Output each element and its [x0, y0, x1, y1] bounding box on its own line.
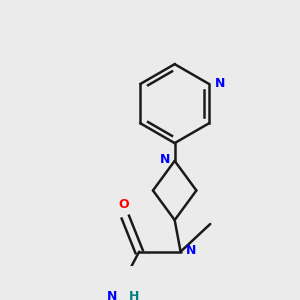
Text: N: N	[185, 244, 196, 257]
Text: N: N	[107, 290, 117, 300]
Text: H: H	[129, 290, 140, 300]
Text: O: O	[118, 198, 129, 211]
Text: N: N	[160, 153, 171, 167]
Text: N: N	[215, 77, 225, 90]
